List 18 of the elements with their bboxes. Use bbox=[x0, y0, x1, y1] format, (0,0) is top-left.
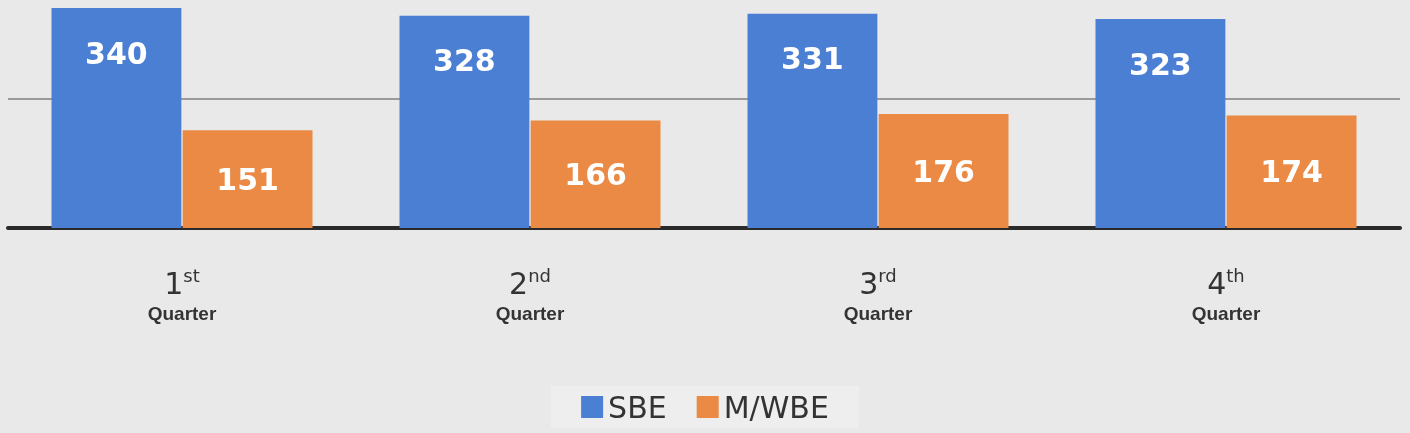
bar bbox=[182, 130, 313, 228]
bar bbox=[51, 8, 182, 228]
bar bbox=[878, 114, 1009, 228]
bar bbox=[530, 120, 661, 228]
legend-label: SBE bbox=[608, 389, 667, 425]
bar bbox=[1095, 19, 1226, 228]
data-label: 166 bbox=[564, 156, 627, 192]
bar bbox=[747, 13, 878, 228]
data-label: 340 bbox=[85, 35, 148, 71]
data-label: 174 bbox=[1260, 154, 1323, 190]
bar bbox=[1226, 115, 1357, 228]
data-label: 331 bbox=[781, 41, 844, 77]
bar bbox=[399, 15, 530, 228]
data-label: 151 bbox=[216, 161, 279, 197]
data-label: 323 bbox=[1129, 46, 1192, 82]
legend-label: M/WBE bbox=[723, 389, 829, 425]
data-label: 176 bbox=[912, 153, 975, 189]
data-label: 328 bbox=[433, 43, 496, 79]
